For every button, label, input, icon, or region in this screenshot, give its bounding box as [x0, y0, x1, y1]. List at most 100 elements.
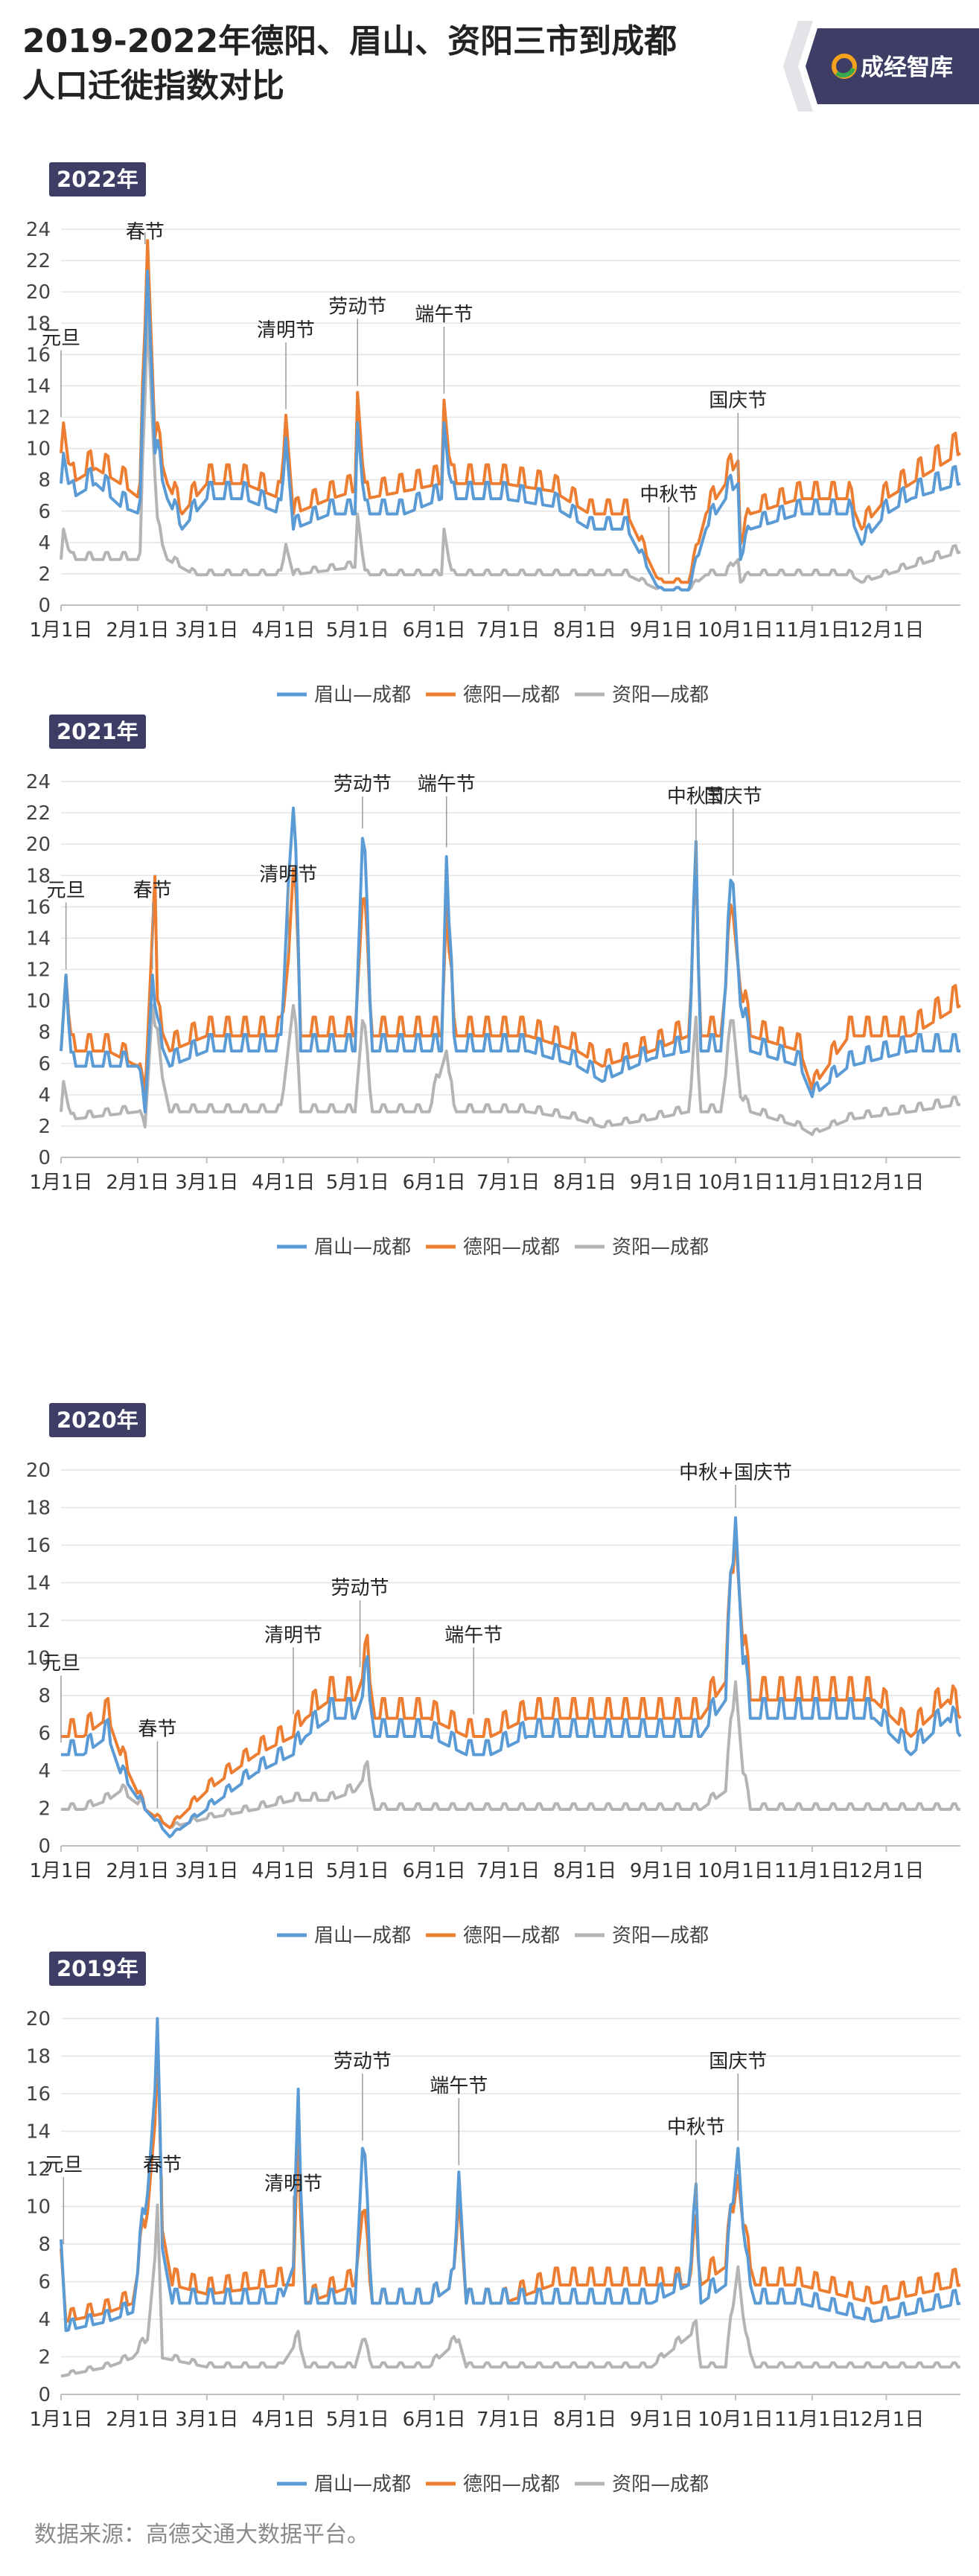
y-tick-label: 10 [26, 2196, 51, 2219]
annotation-label: 元旦 [42, 1652, 80, 1675]
y-tick-label: 14 [26, 2121, 51, 2144]
x-tick-label: 1月1日 [29, 619, 92, 642]
legend: 眉山—成都 德阳—成都 资阳—成都 [277, 684, 709, 706]
y-tick-label: 4 [38, 2309, 51, 2331]
chart-2019: 0 2 4 6 8 10 12 14 16 18 20 1月1日 2月1日 3月1日 4月1日 5月1日 6月1… [26, 2008, 961, 2496]
series-line-2 [61, 1680, 960, 1829]
x-tick-label: 5月1日 [326, 2409, 389, 2431]
y-tick-label: 6 [38, 1723, 51, 1745]
series-line-1 [60, 239, 962, 584]
y-tick-label: 20 [26, 281, 51, 304]
y-tick-label: 14 [26, 375, 51, 397]
x-tick-label: 11月1日 [774, 1172, 850, 1194]
annotation-label: 清明节 [264, 1624, 322, 1646]
annotation-label: 劳动节 [334, 773, 392, 796]
legend-label: 德阳—成都 [463, 1236, 560, 1259]
y-tick-label: 12 [26, 407, 51, 429]
x-tick-label: 11月1日 [774, 619, 850, 642]
x-tick-label: 8月1日 [553, 619, 616, 642]
annotation-label: 清明节 [257, 319, 315, 342]
annotation-label: 元旦 [47, 880, 86, 902]
x-tick-label: 9月1日 [630, 2409, 693, 2431]
series-line-1 [61, 1534, 962, 1829]
annotation-label: 国庆节 [704, 785, 762, 808]
year-badge-2020: 2020年 [49, 1403, 146, 1437]
x-tick-label: 3月1日 [175, 2409, 238, 2431]
y-tick-label: 4 [38, 1084, 51, 1107]
y-tick-label: 18 [26, 1498, 51, 1520]
chart-2020: 0 2 4 6 8 10 12 14 16 18 20 1月1日 2月1日 3月1日 4月1日 5月1日 6月1… [26, 1460, 962, 1947]
annotation-label: 中秋节 [640, 484, 698, 506]
x-tick-label: 12月1日 [849, 2409, 925, 2431]
gridlines [61, 228, 960, 606]
y-tick-label: 24 [26, 771, 51, 793]
gridlines [61, 2018, 960, 2395]
data-source-note: 数据来源：高德交通大数据平台。 [34, 2522, 369, 2548]
x-tick-label: 1月1日 [29, 1860, 92, 1882]
series-line-2 [60, 315, 961, 592]
x-tick-label: 6月1日 [403, 1172, 466, 1194]
legend-label: 资阳—成都 [612, 2473, 709, 2496]
x-tick-label: 9月1日 [630, 1860, 693, 1882]
x-tick-label: 4月1日 [252, 1860, 315, 1882]
annotation-label: 元旦 [42, 327, 80, 350]
legend-label: 资阳—成都 [612, 1236, 709, 1259]
series-line-0 [60, 269, 961, 592]
y-tick-label: 8 [38, 2234, 51, 2256]
annotation-label: 劳动节 [334, 2051, 392, 2073]
y-tick-label: 10 [26, 1648, 51, 1670]
legend-label: 德阳—成都 [463, 684, 560, 706]
x-tick-label: 2月1日 [106, 2409, 169, 2431]
x-tick-label: 8月1日 [553, 1172, 616, 1194]
annotation-label: 端午节 [418, 773, 476, 796]
legend-label: 德阳—成都 [463, 2473, 560, 2496]
y-tick-label: 16 [26, 1535, 51, 1557]
x-tick-label: 6月1日 [403, 619, 466, 642]
x-tick-label: 5月1日 [326, 619, 389, 642]
y-tick-label: 6 [38, 2272, 51, 2294]
x-tick-label: 3月1日 [175, 1860, 238, 1882]
x-tick-label: 9月1日 [630, 619, 693, 642]
y-tick-label: 2 [38, 563, 51, 586]
y-tick-label: 2 [38, 1116, 51, 1138]
x-tick-label: 10月1日 [698, 619, 774, 642]
annotation-label: 中秋+国庆节 [679, 1462, 792, 1484]
year-badge-2019: 2019年 [49, 1952, 146, 1986]
y-tick-label: 24 [26, 219, 51, 241]
series-line-1 [60, 2045, 961, 2323]
x-tick-label: 11月1日 [774, 2409, 850, 2431]
x-tick-label: 1月1日 [29, 2409, 92, 2431]
y-tick-label: 16 [26, 896, 51, 918]
x-tick-label: 2月1日 [106, 619, 169, 642]
brand-logo: 成经智库 [783, 21, 979, 112]
x-tick-label: 6月1日 [403, 1860, 466, 1882]
legend-label: 眉山—成都 [314, 684, 411, 706]
y-tick-label: 6 [38, 501, 51, 523]
annotation-label: 中秋节 [667, 2117, 725, 2139]
y-tick-label: 10 [26, 991, 51, 1013]
y-tick-label: 10 [26, 438, 51, 461]
series-line-0 [60, 2017, 961, 2333]
y-tick-label: 0 [38, 2384, 51, 2406]
annotation-label: 端午节 [415, 304, 473, 326]
y-tick-label: 0 [38, 1147, 51, 1169]
series-line-2 [60, 2203, 960, 2378]
x-tick-label: 8月1日 [553, 2409, 616, 2431]
year-badge-2021: 2021年 [49, 715, 146, 749]
y-tick-label: 14 [26, 927, 51, 950]
annotation-label: 清明节 [259, 863, 317, 886]
x-tick-label: 4月1日 [252, 2409, 315, 2431]
page-title: 2019-2022年德阳、眉山、资阳三市到成都 人口迁徙指数对比 [22, 19, 677, 109]
legend-label: 眉山—成都 [314, 1925, 411, 1947]
x-tick-label: 7月1日 [476, 619, 540, 642]
annotation-label: 国庆节 [709, 390, 767, 412]
x-tick-label: 4月1日 [252, 1172, 315, 1194]
x-tick-label: 7月1日 [476, 1172, 540, 1194]
annotation-label: 元旦 [44, 2154, 83, 2176]
x-tick-label: 7月1日 [476, 2409, 540, 2431]
legend: 眉山—成都 德阳—成都 资阳—成都 [277, 1236, 709, 1259]
y-tick-label: 12 [26, 2158, 51, 2181]
y-tick-label: 8 [38, 470, 51, 492]
